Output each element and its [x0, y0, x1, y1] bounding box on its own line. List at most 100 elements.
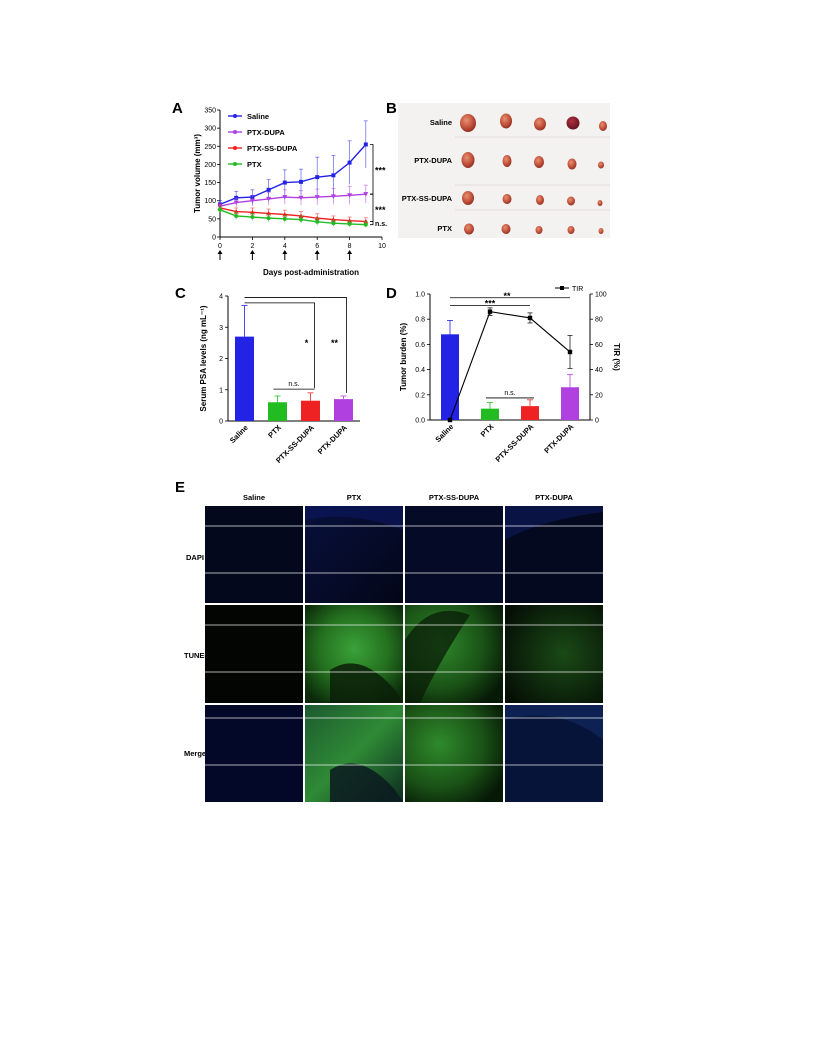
chart-d-tumor-burden: 0.0 0.2 0.4 0.6 0.8 1.0 0 20 40 60 80 100 Tumor burd… [399, 286, 621, 464]
data-point [266, 187, 271, 192]
bar [301, 400, 320, 421]
tumor-sample [462, 191, 474, 205]
tumor-sample [566, 116, 580, 130]
y2-tick-label: 100 [595, 292, 607, 299]
y-tick-label: 250 [204, 144, 216, 151]
tumor-sample [461, 152, 475, 168]
legend-marker [233, 162, 237, 166]
x-tick-label: PTX-DUPA [316, 423, 349, 456]
y-tick-label: 1.0 [415, 292, 425, 299]
data-point [218, 207, 222, 212]
tir-point [527, 315, 533, 321]
dosing-arrowhead [282, 250, 288, 254]
y-axis-title: Serum PSA levels (ng mL⁻¹) [199, 305, 208, 412]
panel-letter-b: B [386, 100, 397, 117]
data-point [363, 218, 369, 224]
y2-tick-label: 20 [595, 392, 603, 399]
x-tick-label: Saline [433, 422, 455, 444]
legend-label: Saline [247, 112, 269, 121]
y-tick-label: 150 [204, 180, 216, 187]
data-point [347, 193, 353, 198]
tunel-texture [405, 610, 470, 703]
tumor-sample [534, 117, 546, 131]
data-point [266, 216, 271, 221]
data-point [363, 142, 368, 147]
legend-label: PTX-DUPA [247, 128, 285, 137]
significance-label: *** [375, 165, 386, 175]
tumor-sample [599, 121, 607, 131]
y-tick-label: 0.4 [415, 367, 425, 374]
data-point [282, 180, 287, 185]
tumor-sample [567, 226, 575, 234]
x-axis-title: Days post-administration [263, 268, 359, 277]
significance-label: ** [503, 291, 511, 301]
y-tick-label: 3 [219, 325, 223, 332]
photo-row-label: PTX-SS-DUPA [402, 194, 453, 203]
y-tick-label: 50 [208, 216, 216, 223]
data-point [234, 213, 239, 218]
data-point [266, 196, 272, 202]
data-point [282, 195, 288, 200]
data-point [250, 215, 255, 220]
tir-point [447, 417, 453, 423]
tumor-sample [567, 158, 577, 170]
data-point [298, 195, 304, 201]
tunel-texture [330, 663, 403, 703]
x-tick-label: PTX-SS-DUPA [493, 422, 535, 464]
panel-letter-d: D [386, 285, 397, 302]
significance-label: * [305, 338, 309, 348]
significance-label: n.s. [288, 381, 299, 388]
micro-row-label: DAPI [186, 553, 204, 562]
dapi-image [205, 506, 303, 603]
legend-label: PTX-SS-DUPA [247, 144, 298, 153]
significance-label: ** [331, 338, 339, 348]
merge-texture [505, 705, 603, 740]
data-point [330, 194, 336, 199]
tile-gridlines [205, 525, 603, 766]
data-point [331, 221, 336, 226]
micro-row-label: Merge [184, 749, 206, 758]
chart-c-serum-psa: 0 1 2 3 4 Serum PSA levels (ng mL⁻¹) Saline PTX… [199, 294, 360, 465]
tumor-sample [502, 194, 512, 204]
y2-tick-label: 60 [595, 342, 603, 349]
dapi-texture [305, 506, 403, 530]
photo-row-label: PTX [437, 224, 452, 233]
data-point [347, 160, 352, 165]
bar [521, 406, 539, 420]
x-tick-label: PTX [266, 423, 283, 440]
data-point [347, 218, 353, 223]
bar [481, 408, 499, 420]
data-point [233, 200, 239, 206]
bar [334, 399, 353, 421]
significance-label: n.s. [375, 221, 387, 228]
micro-column-label: PTX [347, 493, 362, 502]
micro-column-label: PTX-SS-DUPA [429, 493, 480, 502]
tumor-sample [597, 200, 603, 206]
series-line [219, 144, 367, 205]
data-point [331, 173, 336, 178]
significance-bracket [244, 302, 315, 389]
micro-column-label: PTX-DUPA [535, 493, 573, 502]
data-point [363, 222, 368, 227]
significance-bracket [370, 144, 374, 195]
photo-row-label: Saline [430, 118, 452, 127]
bar [268, 402, 287, 421]
data-point [315, 175, 320, 180]
x-tick-label: 8 [348, 243, 352, 250]
tumor-sample [598, 161, 604, 169]
bar [561, 387, 579, 420]
y2-tick-label: 40 [595, 367, 603, 374]
tunel-image [505, 605, 603, 703]
tumor-sample [535, 226, 543, 234]
microscopy-panel: Saline PTX PTX-SS-DUPA PTX-DUPA DAPI TUN… [184, 493, 603, 802]
data-point [347, 221, 352, 226]
tumor-sample [567, 196, 575, 206]
tumor-sample [536, 195, 544, 205]
y-tick-label: 350 [204, 108, 216, 115]
data-point [314, 195, 320, 200]
y-tick-label: 0.8 [415, 317, 425, 324]
y-tick-label: 4 [219, 294, 223, 301]
tir-point [567, 349, 573, 355]
tumor-sample [501, 224, 511, 234]
